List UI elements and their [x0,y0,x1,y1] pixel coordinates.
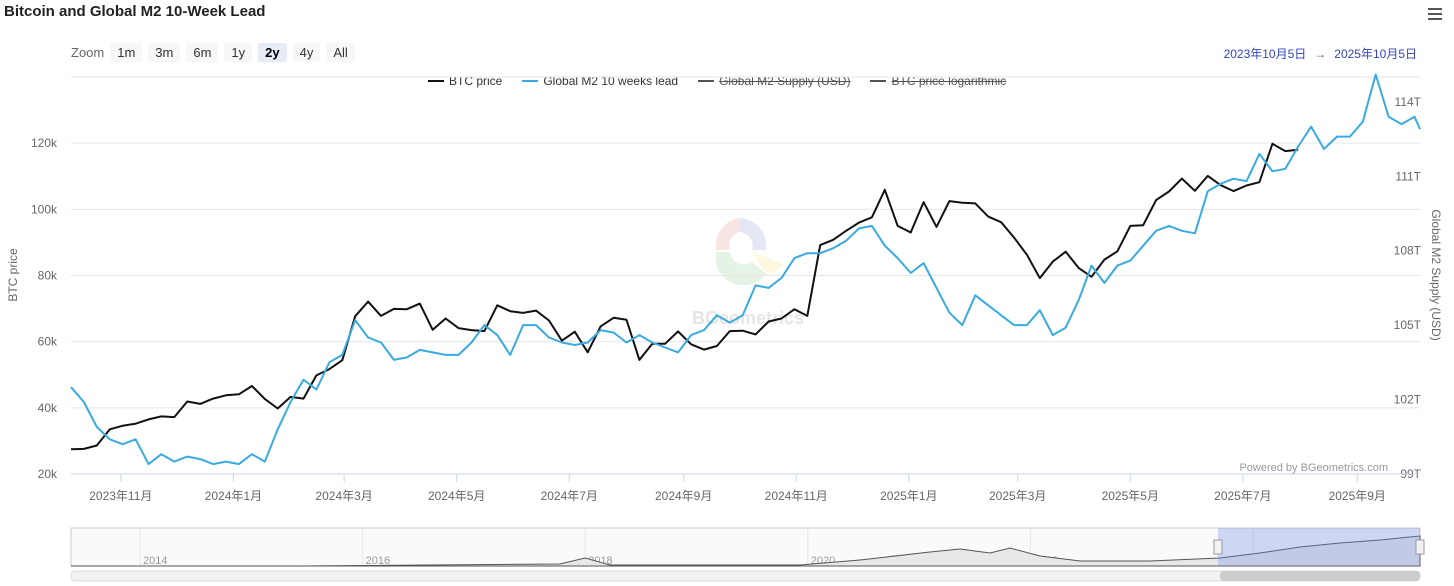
x-tick-label: 2024年11月 [765,489,828,503]
navigator-frame [70,527,1421,567]
chart-title: Bitcoin and Global M2 10-Week Lead [4,3,266,20]
right-tick-label: 114T [1395,95,1422,109]
zoom-1m-button[interactable]: 1m [110,43,143,62]
legend-item-btc-log[interactable]: BTC price logarithmic [870,74,1006,88]
navigator-label: 2014 [143,555,167,567]
right-tick-label: 102T [1394,393,1422,407]
zoom-1y-button[interactable]: 1y [224,43,253,62]
credit-text: Powered by BGeometrics.com [1239,462,1388,474]
navigator-label: 2016 [366,555,390,567]
right-tick-label: 111T [1395,169,1421,183]
grid [71,76,1420,475]
zoom-3m-button[interactable]: 3m [148,43,181,62]
date-range: 2023年10月5日 → 2025年10月5日 [1224,45,1417,62]
legend-swatch [428,80,444,82]
navigator-selection [1218,528,1420,566]
legend: BTC price Global M2 10 weeks lead Global… [428,74,1026,88]
x-tick-label: 2024年5月 [428,489,485,503]
navigator[interactable]: 2014 2016 2018 2020 2022 2024 [70,527,1425,582]
legend-swatch [870,80,887,82]
right-tick-label: 105T [1394,318,1422,332]
right-axis-title: Global M2 Supply (USD) [1429,209,1443,340]
x-tick-label: 2025年9月 [1329,489,1386,503]
left-tick-label: 120k [31,136,58,150]
navigator-label: 2018 [588,555,612,567]
legend-label: BTC price logarithmic [891,74,1007,88]
legend-label: Global M2 Supply (USD) [719,74,851,88]
legend-swatch [522,80,539,82]
series-line-global-m2-lead [70,73,1421,466]
left-tick-label: 100k [31,202,58,216]
left-tick-label: 20k [38,467,58,481]
x-tick-label: 2025年5月 [1102,489,1159,503]
scrollbar-track [70,570,1421,582]
menu-icon[interactable] [1428,8,1442,23]
left-tick-label: 80k [38,269,58,283]
x-tick-label: 2025年1月 [880,489,937,503]
scrollbar-thumb [1220,571,1420,581]
navigator-left-handle [1213,539,1223,555]
axes: 20k 40k 60k 80k 100k 120k 99T 102T 105T 108T 111T 1… [6,95,1443,503]
x-tick-label: 2025年3月 [989,489,1046,503]
right-tick-label: 99T [1400,467,1421,481]
navigator-label: 2024 [1256,555,1280,567]
watermark-logo: BGeometrics [692,218,804,328]
range-to-input[interactable]: 2025年10月5日 [1334,47,1417,61]
x-tick-label: 2023年11月 [89,489,152,503]
zoom-6m-button[interactable]: 6m [186,43,219,62]
legend-item-global-m2-supply[interactable]: Global M2 Supply (USD) [698,74,850,88]
right-tick-label: 108T [1394,244,1422,258]
zoom-4y-button[interactable]: 4y [292,43,321,62]
legend-label: BTC price [449,74,503,88]
x-tick-label: 2025年7月 [1214,489,1271,503]
navigator-label: 2022 [1033,555,1057,567]
zoom-2y-button[interactable]: 2y [258,43,287,62]
navigator-right-handle [1415,539,1425,555]
legend-item-btc-price[interactable]: BTC price [428,74,502,88]
range-arrow: → [1314,47,1327,61]
zoom-label: Zoom [71,45,105,60]
series-group [70,73,1421,466]
left-tick-label: 40k [38,401,58,415]
legend-item-global-m2-lead[interactable]: Global M2 10 weeks lead [522,74,678,88]
navigator-label: 2020 [811,555,835,567]
watermark-text: BGeometrics [692,308,804,328]
left-axis-title: BTC price [6,248,20,302]
x-tick-label: 2024年3月 [315,489,372,503]
range-from-input[interactable]: 2023年10月5日 [1223,47,1307,61]
navigator-series [71,535,1421,567]
legend-swatch [698,80,715,82]
x-tick-label: 2024年1月 [205,489,262,503]
zoom-all-button[interactable]: All [326,43,355,62]
x-tick-label: 2024年9月 [655,489,712,503]
left-tick-label: 60k [38,335,58,349]
zoom-bar: Zoom 1m 3m 6m 1y 2y 4y All [71,43,361,62]
legend-label: Global M2 10 weeks lead [543,74,679,88]
series-line-btc-price [70,142,1299,451]
x-tick-label: 2024年7月 [541,489,598,503]
